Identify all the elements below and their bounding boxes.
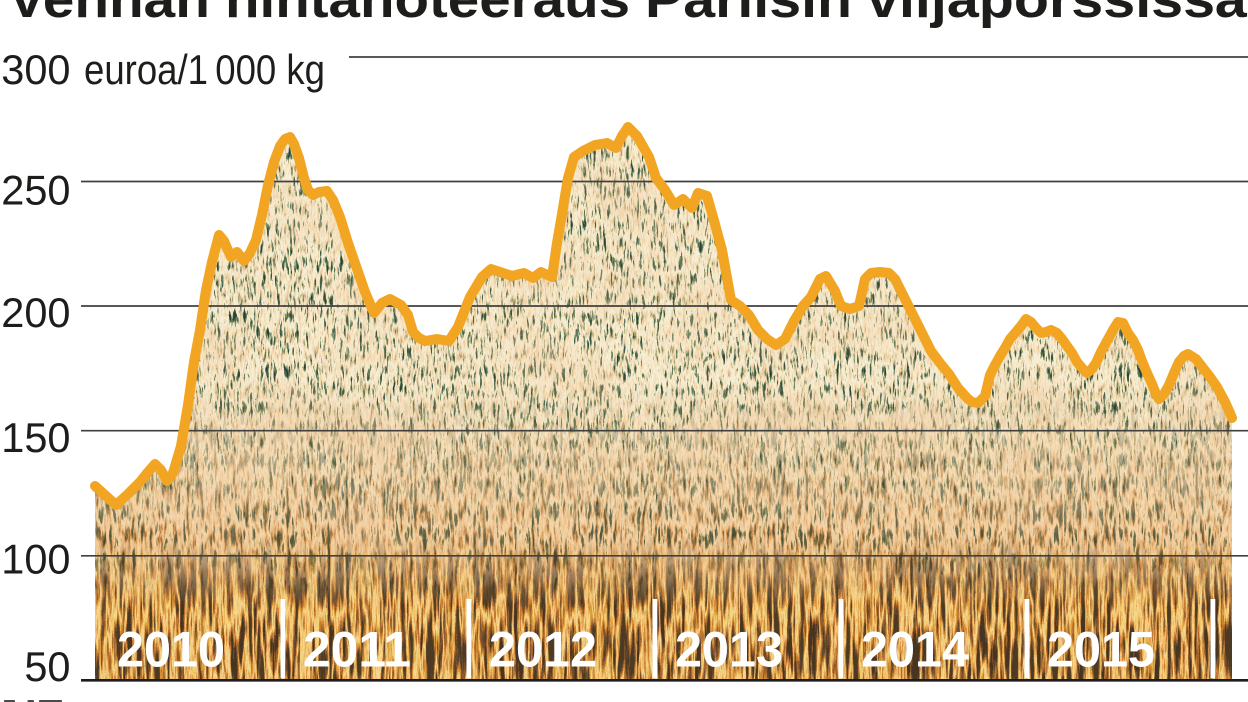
- svg-text:Vehnän: Vehnän: [8, 0, 210, 29]
- svg-text:viljapörssissä: viljapörssissä: [867, 0, 1248, 29]
- svg-text:50: 50: [24, 643, 70, 690]
- svg-text:250: 250: [1, 167, 70, 214]
- svg-text:2010: 2010: [117, 622, 225, 678]
- svg-text:150: 150: [1, 414, 70, 461]
- svg-text:200: 200: [1, 289, 70, 336]
- svg-text:2011: 2011: [303, 622, 411, 678]
- svg-text:2012: 2012: [489, 622, 597, 678]
- svg-text:300: 300: [1, 46, 70, 93]
- svg-text:euroa/1 000 kg: euroa/1 000 kg: [84, 46, 325, 93]
- svg-text:2015: 2015: [1047, 622, 1155, 678]
- svg-text:Pariisin: Pariisin: [645, 0, 852, 29]
- svg-text:hintanoteeraus: hintanoteeraus: [225, 0, 630, 29]
- svg-text:100: 100: [1, 536, 70, 583]
- svg-text:2013: 2013: [675, 622, 783, 678]
- svg-text:2014: 2014: [861, 622, 969, 678]
